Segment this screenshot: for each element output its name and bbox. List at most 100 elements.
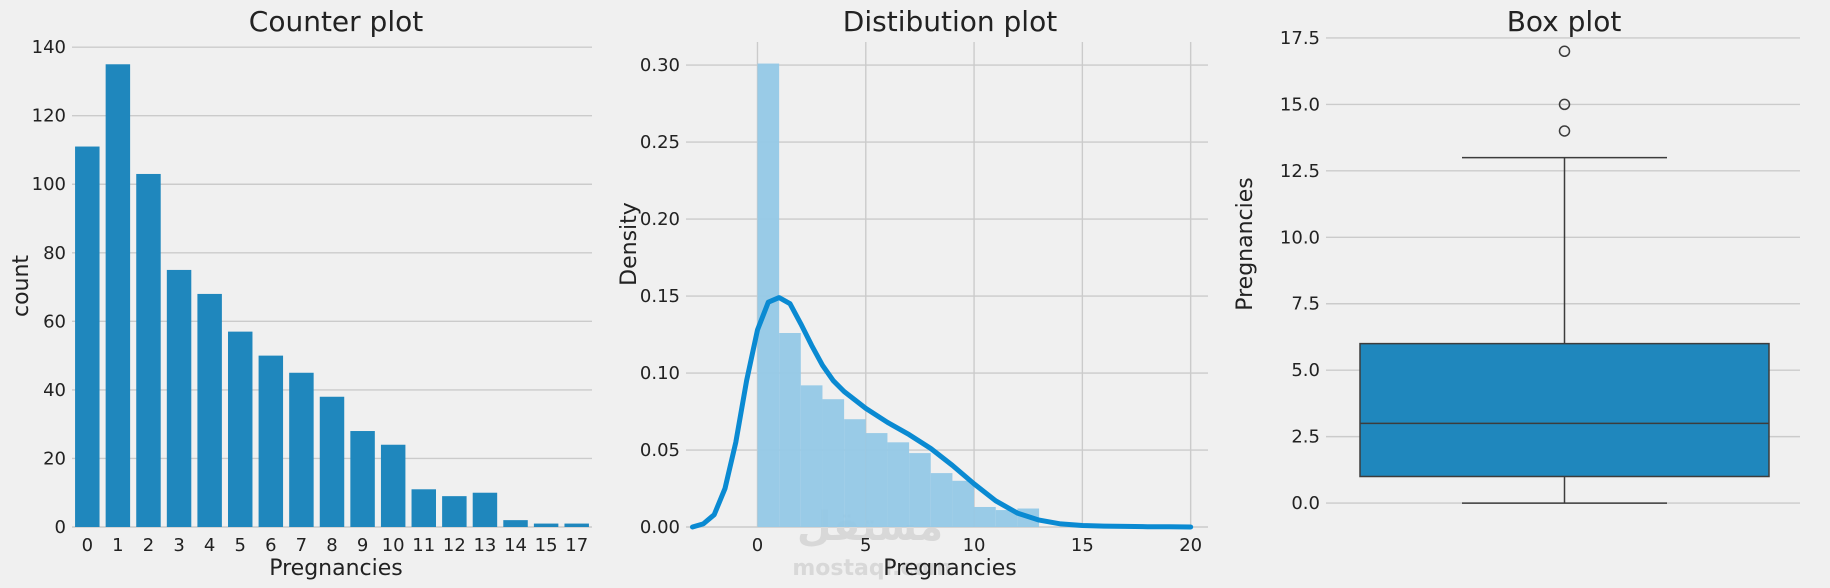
counter-plot-y-tick: 60 — [43, 311, 66, 332]
distribution-plot-histogram — [757, 63, 1040, 528]
box-plot-box — [1359, 45, 1770, 504]
box-plot-y-tick: 7.5 — [1291, 294, 1320, 315]
counter-plot-bar — [75, 146, 100, 527]
distribution-plot-y-tick: 0.20 — [640, 209, 680, 230]
box-plot-y-tick: 10.0 — [1280, 227, 1320, 248]
distribution-plot-histogram-bar — [757, 63, 780, 528]
counter-plot-bar — [105, 64, 131, 527]
box-plot-outlier — [1558, 45, 1571, 58]
distribution-plot-histogram-bar — [952, 480, 975, 527]
counter-plot-x-tick: 4 — [204, 535, 215, 556]
counter-plot-y-label: count — [9, 255, 34, 317]
distribution-plot-y-tick: 0.30 — [640, 55, 680, 76]
counter-plot-x-tick: 13 — [473, 535, 496, 556]
counter-plot-y-tick: 80 — [43, 243, 66, 264]
box-plot-y-tick: 5.0 — [1291, 360, 1320, 381]
box-plot-y-label: Pregnancies — [1233, 177, 1258, 311]
distribution-plot-x-tick: 10 — [963, 535, 986, 556]
counter-plot-y-tick: 0 — [55, 517, 66, 538]
counter-plot-x-tick: 3 — [173, 535, 184, 556]
box-plot-iqr-box — [1359, 342, 1770, 478]
counter-plot-title: Counter plot — [249, 5, 423, 38]
counter-plot-y-tick: 120 — [32, 106, 66, 127]
counter-plot-x-tick: 6 — [265, 535, 276, 556]
counter-plot-y-ticks: 0 20 40 60 80 100 120 140 — [32, 37, 66, 538]
distribution-plot-y-label: Density — [617, 202, 642, 286]
distribution-plot-kde-line — [690, 295, 1194, 530]
counter-plot-bar — [350, 431, 375, 527]
counter-plot-bar — [197, 293, 222, 527]
distribution-plot-histogram-bar — [865, 433, 888, 527]
distribution-plot-y-ticks: 0.00 0.05 0.10 0.15 0.20 0.25 0.30 — [640, 55, 680, 538]
counter-plot-x-tick: 12 — [443, 535, 466, 556]
distribution-plot-histogram-bar — [844, 419, 866, 527]
counter-plot-bar — [564, 523, 589, 527]
distribution-plot-x-ticks: 0 5 10 15 20 — [752, 535, 1202, 556]
counter-plot-bar — [166, 269, 192, 527]
counter-plot-bar — [442, 496, 467, 527]
counter-plot-x-tick: 8 — [326, 535, 337, 556]
counter-plot-bar — [136, 173, 161, 527]
box-plot-y-ticks: 0.0 2.5 5.0 7.5 10.0 12.5 15.0 17.5 — [1280, 28, 1320, 514]
box-plot-title: Box plot — [1507, 5, 1622, 38]
distribution-plot-histogram-bar — [887, 442, 910, 527]
distribution-plot-y-tick: 0.25 — [640, 132, 680, 153]
box-plot-outlier — [1558, 98, 1571, 111]
counter-plot-bar — [228, 331, 253, 527]
counter-plot-bar — [411, 489, 436, 527]
counter-plot-bar — [472, 492, 498, 527]
counter-plot-bar — [503, 520, 528, 527]
counter-plot-x-tick: 7 — [296, 535, 307, 556]
distribution-plot-y-tick: 0.00 — [640, 517, 680, 538]
counter-plot-x-tick: 15 — [535, 535, 558, 556]
box-plot-y-tick: 12.5 — [1280, 161, 1320, 182]
counter-plot-y-tick: 40 — [43, 380, 66, 401]
box-plot-y-tick: 0.0 — [1291, 493, 1320, 514]
distribution-plot-x-label: Pregnancies — [883, 556, 1017, 581]
distribution-plot-title: Distibution plot — [843, 5, 1057, 38]
counter-plot-bars — [75, 64, 589, 527]
counter-plot-x-tick: 17 — [565, 535, 588, 556]
distribution-plot-x-tick: 20 — [1179, 535, 1202, 556]
counter-plot-x-tick: 2 — [143, 535, 154, 556]
counter-plot-bar — [258, 355, 284, 527]
box-plot-panel: 0.0 2.5 5.0 7.5 10.0 12.5 15.0 17.5 Box plot Pr… — [1233, 5, 1800, 514]
counter-plot-y-tick: 140 — [32, 37, 66, 58]
counter-plot-y-tick: 100 — [32, 174, 66, 195]
distribution-plot-histogram-bar — [822, 399, 845, 527]
counter-plot-x-tick: 14 — [504, 535, 527, 556]
distribution-plot-histogram-bar — [909, 453, 931, 527]
counter-plot-bar — [380, 444, 406, 527]
distribution-plot-histogram-bar — [779, 333, 801, 527]
distribution-plot-histogram-bar — [974, 506, 996, 527]
distribution-plot-y-tick: 0.10 — [640, 363, 680, 384]
counter-plot-x-label: Pregnancies — [269, 556, 403, 581]
distribution-plot-x-tick: 0 — [752, 535, 763, 556]
counter-plot-x-tick: 9 — [357, 535, 368, 556]
counter-plot-x-ticks: 0 1 2 3 4 5 6 7 8 9 10 11 12 13 14 15 17 — [82, 535, 589, 556]
distribution-plot-histogram-bar — [800, 385, 823, 527]
distribution-plot-kde — [690, 295, 1194, 530]
counter-plot-x-tick: 10 — [382, 535, 405, 556]
box-plot-y-tick: 2.5 — [1291, 427, 1320, 448]
box-plot-outlier — [1558, 125, 1571, 137]
distribution-plot-x-tick: 15 — [1071, 535, 1094, 556]
distribution-plot-histogram-bar — [930, 473, 953, 527]
counter-plot-x-tick: 11 — [412, 535, 435, 556]
counter-plot-y-tick: 20 — [43, 448, 66, 469]
counter-plot-bar — [533, 523, 559, 527]
box-plot-y-tick: 17.5 — [1280, 28, 1320, 49]
counter-plot-bar — [289, 372, 314, 527]
counter-plot-bar — [319, 396, 345, 527]
counter-plot-panel: 0 1 2 3 4 5 6 7 8 9 10 11 12 13 14 15 17 020406080100120… — [9, 5, 592, 581]
counter-plot-x-tick: 0 — [82, 535, 93, 556]
distribution-plot-histogram-bar — [995, 510, 1018, 527]
distribution-plot-y-tick: 0.15 — [640, 286, 680, 307]
watermark-url: mostaql.com — [792, 556, 951, 581]
counter-plot-x-tick: 1 — [112, 535, 123, 556]
counter-plot-x-tick: 5 — [235, 535, 246, 556]
box-plot-y-tick: 15.0 — [1280, 94, 1320, 115]
distribution-plot-x-tick: 5 — [860, 535, 871, 556]
